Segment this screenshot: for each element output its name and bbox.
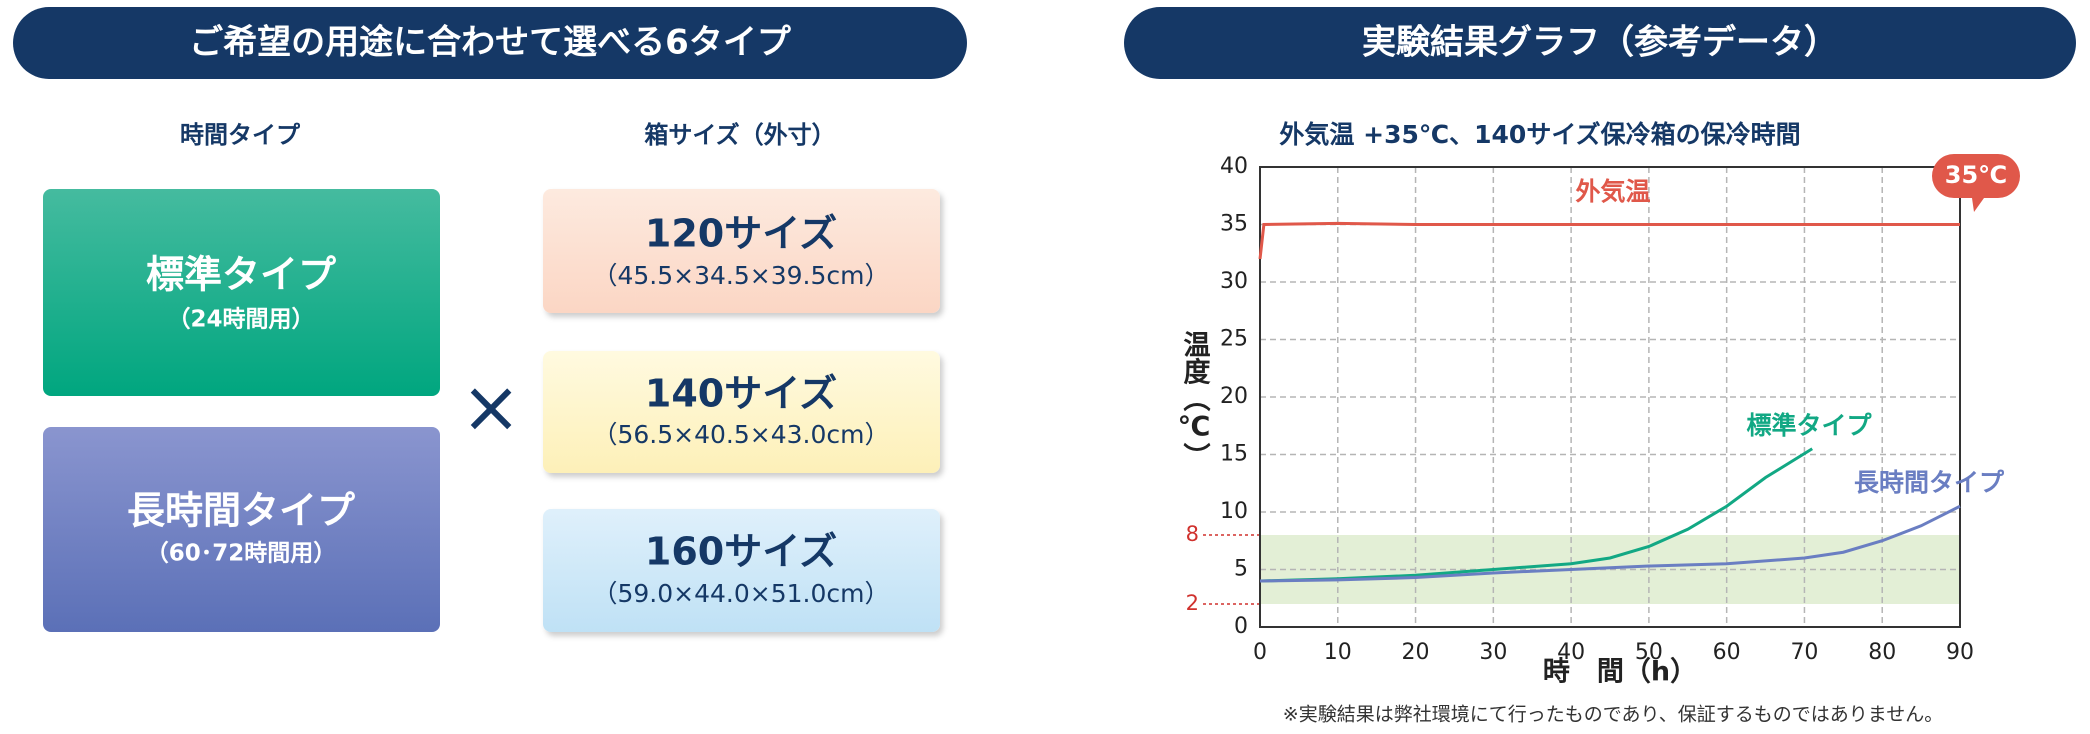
y-tick-label: 15 xyxy=(1220,442,1248,467)
y-tick-label: 35 xyxy=(1220,212,1248,237)
annotation-bubble xyxy=(1932,154,2020,212)
band-label: 8 xyxy=(1186,522,1199,546)
x-tick-label: 0 xyxy=(1253,640,1267,665)
x-tick-label: 40 xyxy=(1557,640,1585,665)
band-label: 2 xyxy=(1186,591,1199,615)
type-box xyxy=(43,427,440,632)
column-heading: 箱サイズ（外寸） xyxy=(644,121,835,149)
type-name: 長時間タイプ xyxy=(127,489,355,533)
y-axis-label: 温度（℃） xyxy=(1179,330,1211,469)
annotation: 35℃ xyxy=(1945,161,2007,189)
y-tick-label: 40 xyxy=(1220,154,1248,179)
x-tick-label: 20 xyxy=(1402,640,1430,665)
y-tick-label: 30 xyxy=(1220,269,1248,294)
series-line xyxy=(1259,447,1814,583)
type-box xyxy=(43,189,440,396)
x-tick-label: 60 xyxy=(1713,640,1741,665)
plot-frame xyxy=(1259,166,1961,628)
type-name: 標準タイプ xyxy=(146,253,336,297)
x-axis-label: 時 間（h） xyxy=(1543,657,1697,688)
series-label: 外気温 xyxy=(1575,177,1650,206)
size-name: 140サイズ xyxy=(645,372,837,416)
x-tick-label: 90 xyxy=(1946,640,1974,665)
x-tick-label: 50 xyxy=(1635,640,1663,665)
series-label: 長時間タイプ xyxy=(1854,468,2005,497)
size-dims: （45.5×34.5×39.5cm） xyxy=(593,261,890,290)
y-tick-label: 25 xyxy=(1220,327,1248,352)
x-tick-label: 10 xyxy=(1324,640,1352,665)
series-line xyxy=(1258,221,1960,260)
type-note: （60･72時間用） xyxy=(146,540,337,567)
footnote: ※実験結果は弊社環境にて行ったものであり、保証するものではありません。 xyxy=(1283,704,1943,726)
y-tick-label: 5 xyxy=(1234,557,1248,582)
header: 実験結果グラフ（参考データ） xyxy=(1362,23,1838,63)
x-tick-label: 30 xyxy=(1479,640,1507,665)
size-dims: （59.0×44.0×51.0cm） xyxy=(593,579,890,608)
header-bar xyxy=(13,7,967,79)
y-tick-label: 0 xyxy=(1234,614,1248,639)
series-label: 標準タイプ xyxy=(1746,411,1872,440)
size-box xyxy=(543,509,940,632)
header: ご希望の用途に合わせて選べる6タイプ xyxy=(189,23,791,63)
type-note: （24時間用） xyxy=(167,306,314,333)
size-box xyxy=(543,351,940,473)
y-tick-label: 20 xyxy=(1220,384,1248,409)
x-tick-label: 70 xyxy=(1790,640,1818,665)
times-sign: × xyxy=(461,365,521,449)
header-bar xyxy=(1124,7,2076,79)
size-name: 160サイズ xyxy=(645,530,837,574)
size-box xyxy=(543,189,940,313)
size-name: 120サイズ xyxy=(645,212,837,256)
x-tick-label: 80 xyxy=(1868,640,1896,665)
size-dims: （56.5×40.5×43.0cm） xyxy=(593,420,890,449)
column-heading: 時間タイプ xyxy=(180,121,301,149)
series-line xyxy=(1259,504,1961,583)
y-tick-label: 10 xyxy=(1220,499,1248,524)
chart-title: 外気温 +35℃、140サイズ保冷箱の保冷時間 xyxy=(1279,120,1800,149)
